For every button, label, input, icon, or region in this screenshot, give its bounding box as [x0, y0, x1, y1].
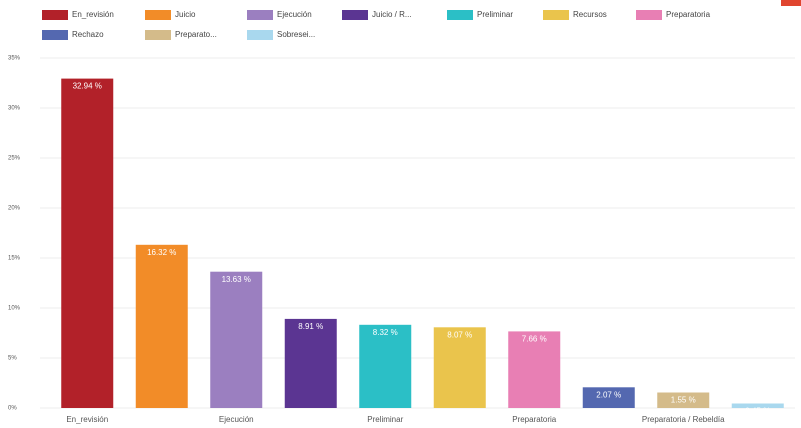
- legend-swatch: [247, 30, 273, 40]
- x-tick-label: Ejecución: [219, 415, 254, 424]
- value-label: 16.32 %: [147, 248, 176, 257]
- y-tick-label: 10%: [8, 306, 21, 312]
- bar: [657, 392, 710, 408]
- legend-swatch: [543, 10, 569, 20]
- legend-label: Juicio: [175, 10, 196, 19]
- y-tick-label: 15%: [8, 256, 21, 262]
- value-label: 1.55 %: [671, 396, 696, 405]
- bar: [731, 403, 784, 408]
- value-label: 8.07 %: [447, 330, 472, 339]
- corner-badge: [781, 0, 801, 6]
- bar: [284, 318, 337, 408]
- value-label: 8.91 %: [298, 322, 323, 331]
- legend-swatch: [42, 30, 68, 40]
- bar: [210, 271, 263, 408]
- bar: [135, 244, 188, 408]
- value-label: 2.07 %: [596, 390, 621, 399]
- legend-label: Preparatoria: [666, 10, 711, 19]
- y-tick-label: 0%: [8, 406, 17, 412]
- legend-swatch: [342, 10, 368, 20]
- x-tick-label: Preparatoria / Rebeldía: [642, 415, 725, 424]
- legend-label: Sobresei...: [277, 30, 315, 39]
- x-tick-label: Preparatoria: [512, 415, 557, 424]
- legend-label: Rechazo: [72, 30, 104, 39]
- legend-label: En_revisión: [72, 10, 114, 19]
- bar: [433, 327, 486, 408]
- legend-swatch: [247, 10, 273, 20]
- y-tick-label: 20%: [8, 206, 21, 212]
- bar: [582, 387, 635, 408]
- value-label: 0.45 %: [745, 407, 770, 416]
- y-tick-label: 30%: [8, 106, 21, 112]
- y-tick-label: 25%: [8, 156, 21, 162]
- value-label: 32.94 %: [73, 82, 102, 91]
- legend-label: Preliminar: [477, 10, 513, 19]
- legend-swatch: [42, 10, 68, 20]
- bar: [61, 78, 114, 408]
- x-tick-label: Preliminar: [367, 415, 403, 424]
- value-label: 7.66 %: [522, 335, 547, 344]
- legend-label: Ejecución: [277, 10, 312, 19]
- bar: [359, 324, 412, 408]
- legend-label: Juicio / R...: [372, 10, 412, 19]
- legend-swatch: [145, 30, 171, 40]
- bar: [508, 331, 561, 408]
- legend-swatch: [636, 10, 662, 20]
- y-tick-label: 35%: [8, 56, 21, 62]
- x-tick-label: En_revisión: [66, 415, 108, 424]
- legend-label: Preparato...: [175, 30, 217, 39]
- legend-label: Recursos: [573, 10, 607, 19]
- value-label: 13.63 %: [222, 275, 251, 284]
- legend-swatch: [447, 10, 473, 20]
- y-tick-label: 5%: [8, 356, 17, 362]
- value-label: 8.32 %: [373, 328, 398, 337]
- legend-swatch: [145, 10, 171, 20]
